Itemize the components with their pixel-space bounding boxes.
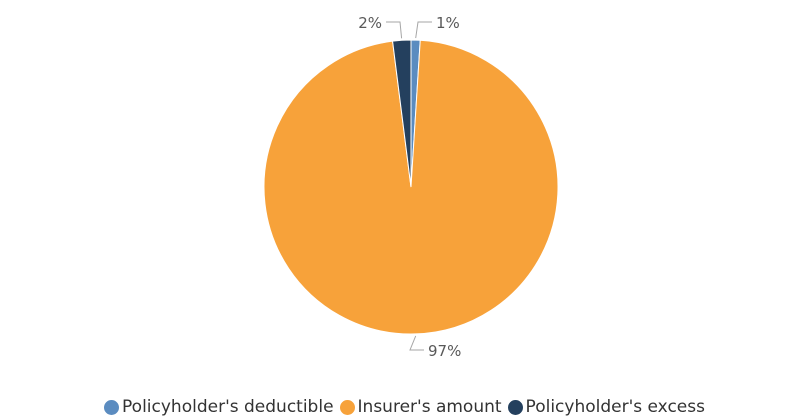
data-label-policyholder-s-deductible: 1%: [436, 14, 460, 32]
legend-item-insurers-amount[interactable]: Insurer's amount: [339, 397, 502, 417]
legend-label-insurers-amount: Insurer's amount: [357, 397, 502, 417]
legend-swatch-policyholders-deductible: [104, 399, 120, 415]
legend-label-policyholders-excess: Policyholder's excess: [525, 397, 705, 417]
pie-slice-policyholder-s-excess[interactable]: [392, 39, 412, 188]
chart-legend: Policyholder's deductible Insurer's amou…: [0, 395, 809, 419]
legend-swatch-insurers-amount: [339, 399, 355, 415]
legend-item-policyholders-excess[interactable]: Policyholder's excess: [507, 397, 705, 417]
data-label-insurer-s-amount: 97%: [428, 342, 461, 360]
pie-data-labels: 1% 97% 2%: [358, 14, 461, 360]
pie-chart-plot: 1% 97% 2%: [263, 14, 559, 360]
legend-item-policyholders-deductible[interactable]: Policyholder's deductible: [104, 397, 334, 417]
leader-line-insurer-s-amount: [409, 335, 424, 351]
data-label-policyholder-s-excess: 2%: [358, 14, 382, 32]
leader-line-policyholder-s-excess: [386, 21, 403, 39]
pie-slice-insurer-s-amount[interactable]: [263, 39, 559, 335]
legend-swatch-policyholders-excess: [507, 399, 523, 415]
leader-line-policyholder-s-deductible: [415, 21, 432, 39]
legend-label-policyholders-deductible: Policyholder's deductible: [122, 397, 334, 417]
pie-slices: [263, 39, 559, 335]
